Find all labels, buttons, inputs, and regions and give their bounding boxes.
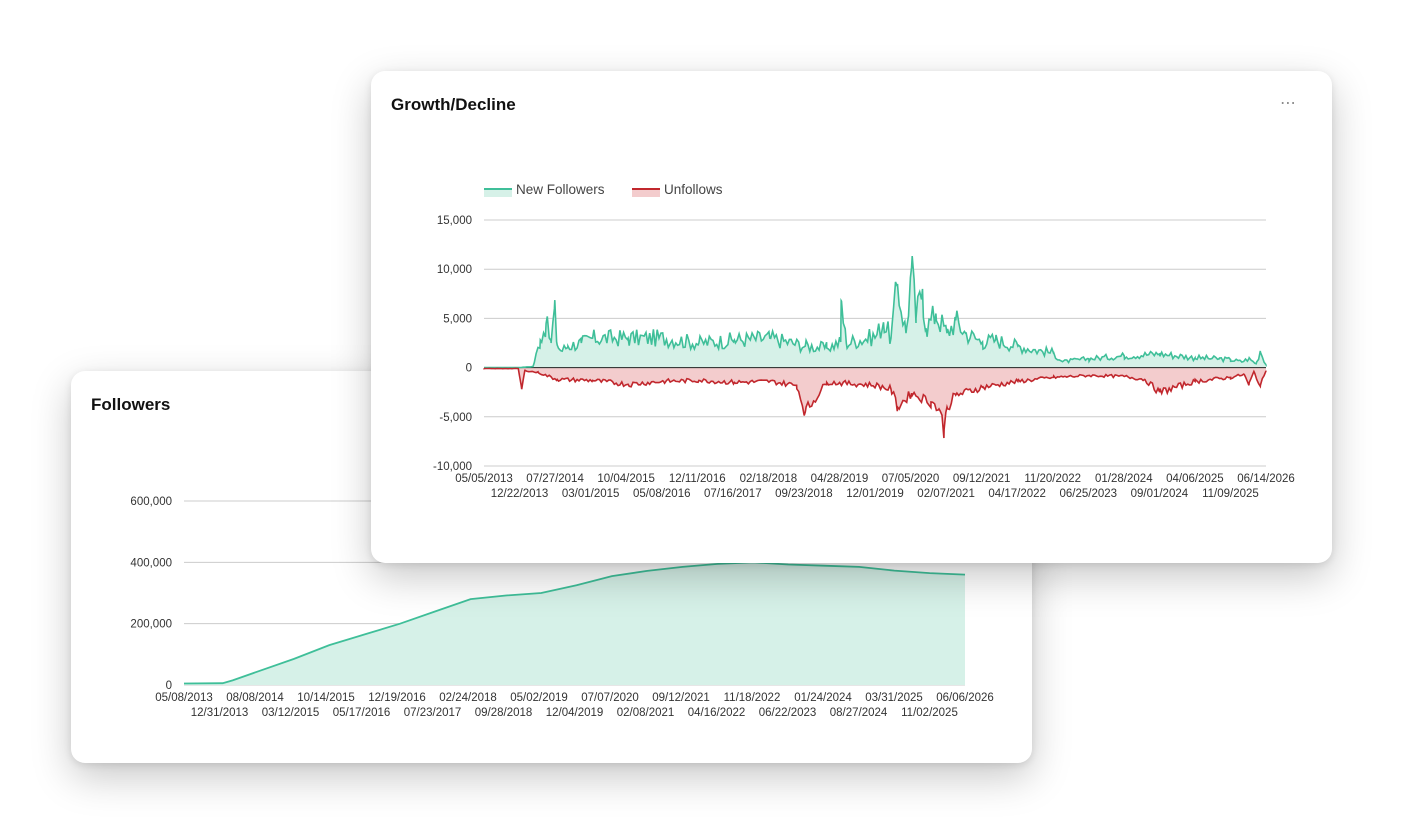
followers-x-tick-label: 12/19/2016 <box>368 692 426 704</box>
legend-label-unfollows: Unfollows <box>664 182 723 197</box>
followers-x-tick-label: 11/18/2022 <box>724 692 781 704</box>
followers-y-tick-label: 600,000 <box>130 496 172 508</box>
followers-x-tick-label: 02/08/2021 <box>617 707 675 719</box>
followers-area <box>184 562 965 685</box>
growth-x-tick-label: 09/01/2024 <box>1131 488 1189 500</box>
growth-x-tick-label: 01/28/2024 <box>1095 473 1153 485</box>
growth-legend: New Followers Unfollows <box>484 182 723 197</box>
followers-x-tick-label: 10/14/2015 <box>297 692 355 704</box>
followers-x-tick-label: 04/16/2022 <box>688 707 746 719</box>
growth-x-tick-label: 03/01/2015 <box>562 488 620 500</box>
growth-y-tick-label: 0 <box>466 363 472 375</box>
growth-x-tick-label: 06/25/2023 <box>1059 488 1117 500</box>
growth-x-tick-label: 11/20/2022 <box>1024 473 1081 485</box>
new-followers-line[interactable] <box>484 256 1267 369</box>
growth-x-tick-label: 12/01/2019 <box>846 488 904 500</box>
growth-decline-chart: 15,000 10,000 5,000 0 -5,000 -10,00005/05/201… <box>433 182 1295 500</box>
growth-x-tick-label: 04/06/2025 <box>1166 473 1224 485</box>
growth-x-tick-label: 12/11/2016 <box>669 473 726 485</box>
growth-x-tick-label: 07/16/2017 <box>704 488 762 500</box>
growth-x-tick-label: 11/09/2025 <box>1202 488 1259 500</box>
new-followers-area <box>484 256 1266 368</box>
growth-x-tick-label: 10/04/2015 <box>597 473 655 485</box>
followers-x-tick-label: 06/22/2023 <box>759 707 817 719</box>
legend-swatch-new-followers <box>484 189 512 197</box>
legend-swatch-unfollows <box>632 189 660 197</box>
growth-x-tick-label: 09/12/2021 <box>953 473 1011 485</box>
growth-x-tick-label: 07/27/2014 <box>526 473 584 485</box>
followers-x-tick-label: 12/31/2013 <box>191 707 249 719</box>
growth-y-tick-label: 5,000 <box>443 313 472 325</box>
growth-x-tick-label: 02/18/2018 <box>740 473 798 485</box>
growth-y-tick-label: 10,000 <box>437 264 472 276</box>
followers-x-tick-label: 08/08/2014 <box>226 692 284 704</box>
growth-x-tick-label: 04/28/2019 <box>811 473 869 485</box>
growth-x-tick-label: 05/08/2016 <box>633 488 691 500</box>
unfollows-area <box>484 367 1266 438</box>
followers-x-tick-label: 07/23/2017 <box>404 707 462 719</box>
growth-x-tick-label: 06/14/2026 <box>1237 473 1295 485</box>
followers-x-tick-label: 03/31/2025 <box>865 692 923 704</box>
legend-label-new-followers: New Followers <box>516 182 605 197</box>
growth-x-tick-label: 02/07/2021 <box>917 488 975 500</box>
growth-x-tick-label: 07/05/2020 <box>882 473 940 485</box>
followers-x-tick-label: 08/27/2024 <box>830 707 888 719</box>
growth-decline-title: Growth/Decline <box>391 95 516 114</box>
followers-x-tick-label: 01/24/2024 <box>794 692 852 704</box>
followers-x-tick-label: 09/12/2021 <box>652 692 710 704</box>
followers-x-tick-label: 05/17/2016 <box>333 707 391 719</box>
growth-y-tick-label: -5,000 <box>439 412 472 424</box>
growth-x-tick-label: 05/05/2013 <box>455 473 513 485</box>
growth-x-tick-label: 09/23/2018 <box>775 488 833 500</box>
followers-y-tick-label: 0 <box>166 680 172 692</box>
growth-x-tick-label: 12/22/2013 <box>491 488 549 500</box>
growth-decline-card: Growth/Decline ⋯ 15,000 10,000 5,000 0 -5,00… <box>371 71 1332 563</box>
legend-item-new-followers[interactable]: New Followers <box>484 182 605 197</box>
growth-x-tick-label: 04/17/2022 <box>988 488 1046 500</box>
more-horizontal-icon[interactable]: ⋯ <box>1280 95 1297 112</box>
followers-line[interactable] <box>183 561 966 685</box>
followers-y-tick-label: 200,000 <box>130 619 172 631</box>
followers-x-tick-label: 06/06/2026 <box>936 692 994 704</box>
followers-x-tick-label: 03/12/2015 <box>262 707 320 719</box>
unfollows-line[interactable] <box>483 367 1267 439</box>
growth-y-tick-label: 15,000 <box>437 215 472 227</box>
growth-y-tick-label: -10,000 <box>433 461 472 473</box>
followers-x-tick-label: 02/24/2018 <box>439 692 497 704</box>
followers-x-tick-label: 09/28/2018 <box>475 707 533 719</box>
followers-x-tick-label: 07/07/2020 <box>581 692 639 704</box>
followers-x-tick-label: 05/08/2013 <box>155 692 213 704</box>
followers-title: Followers <box>91 395 171 414</box>
followers-x-tick-label: 11/02/2025 <box>901 707 958 719</box>
followers-x-tick-label: 12/04/2019 <box>546 707 604 719</box>
followers-x-tick-label: 05/02/2019 <box>510 692 568 704</box>
legend-item-unfollows[interactable]: Unfollows <box>632 182 723 197</box>
followers-y-tick-label: 400,000 <box>130 557 172 569</box>
